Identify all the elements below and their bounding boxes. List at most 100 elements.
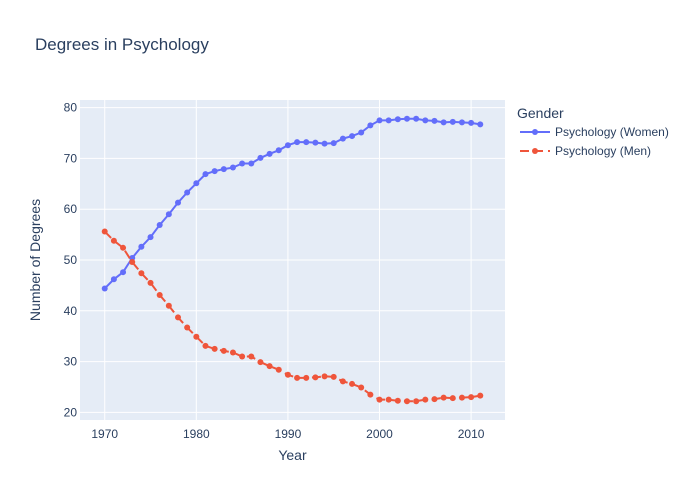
data-point xyxy=(229,164,236,171)
x-axis-title: Year xyxy=(278,447,307,463)
data-point xyxy=(385,396,392,403)
data-point xyxy=(358,129,365,136)
data-point xyxy=(184,189,191,196)
data-point xyxy=(303,139,310,146)
data-point xyxy=(413,398,420,405)
data-point xyxy=(220,347,227,354)
y-tick-label: 20 xyxy=(64,405,78,419)
data-point xyxy=(294,139,301,146)
x-tick-label: 2010 xyxy=(458,427,485,441)
data-point xyxy=(403,115,410,122)
legend-marker-swatch xyxy=(532,129,538,135)
data-point xyxy=(440,119,447,126)
data-point xyxy=(339,135,346,142)
data-point xyxy=(193,333,200,340)
data-point xyxy=(321,140,328,147)
data-point xyxy=(458,119,465,126)
data-point xyxy=(165,211,172,218)
data-point xyxy=(129,259,136,266)
data-point xyxy=(303,374,310,381)
legend-item: Psychology (Men) xyxy=(520,144,651,158)
data-point xyxy=(165,302,172,309)
data-point xyxy=(468,119,475,126)
y-tick-label: 70 xyxy=(64,151,78,165)
data-point xyxy=(349,133,356,140)
data-point xyxy=(431,396,438,403)
data-point xyxy=(431,117,438,124)
data-point xyxy=(147,279,154,286)
data-point xyxy=(312,374,319,381)
data-point xyxy=(358,384,365,391)
data-point xyxy=(266,363,273,370)
data-point xyxy=(422,396,429,403)
data-point xyxy=(156,292,163,299)
data-point xyxy=(275,366,282,373)
data-point xyxy=(449,118,456,125)
series-psychology-men xyxy=(101,228,484,405)
data-point xyxy=(120,244,127,251)
data-point xyxy=(211,168,218,175)
data-point xyxy=(101,228,108,235)
y-tick-label: 60 xyxy=(64,202,78,216)
gridlines xyxy=(80,100,505,420)
data-point xyxy=(449,395,456,402)
data-point xyxy=(330,140,337,147)
y-axis-ticks: 20 30 40 50 60 70 80 xyxy=(64,101,78,420)
data-point xyxy=(413,115,420,122)
data-point xyxy=(394,116,401,123)
chart-title: Degrees in Psychology xyxy=(35,35,209,54)
data-point xyxy=(403,398,410,405)
data-point xyxy=(349,380,356,387)
data-point xyxy=(138,270,145,277)
legend-marker-swatch xyxy=(532,148,538,154)
data-point xyxy=(239,160,246,167)
legend: Gender Psychology (Women) Psychology (Men… xyxy=(517,105,669,158)
data-point xyxy=(101,285,108,292)
data-point xyxy=(211,345,218,352)
data-point xyxy=(458,394,465,401)
data-point xyxy=(266,150,273,157)
data-point xyxy=(248,160,255,167)
data-point xyxy=(193,180,200,187)
data-point xyxy=(202,171,209,178)
data-point xyxy=(294,374,301,381)
data-point xyxy=(440,394,447,401)
y-axis-title: Number of Degrees xyxy=(27,199,43,321)
data-point xyxy=(175,314,182,321)
data-point xyxy=(321,373,328,380)
data-point xyxy=(110,237,117,244)
data-point xyxy=(275,147,282,154)
data-point xyxy=(339,378,346,385)
data-point xyxy=(284,142,291,149)
data-point xyxy=(367,122,374,129)
data-point xyxy=(138,243,145,250)
data-point xyxy=(312,139,319,146)
series-psychology-women xyxy=(101,115,484,292)
data-point xyxy=(110,276,117,283)
data-point xyxy=(385,117,392,124)
data-point xyxy=(376,396,383,403)
legend-label: Psychology (Men) xyxy=(555,144,651,158)
y-tick-label: 50 xyxy=(64,253,78,267)
data-point xyxy=(422,117,429,124)
data-point xyxy=(257,359,264,366)
data-point xyxy=(248,353,255,360)
y-tick-label: 40 xyxy=(64,304,78,318)
legend-item: Psychology (Women) xyxy=(520,125,669,139)
data-point xyxy=(477,392,484,399)
data-point xyxy=(229,349,236,356)
data-point xyxy=(184,324,191,331)
x-tick-label: 1990 xyxy=(275,427,302,441)
series-layer xyxy=(101,115,484,405)
x-tick-label: 2000 xyxy=(366,427,393,441)
legend-title: Gender xyxy=(517,105,564,121)
data-point xyxy=(477,121,484,128)
data-point xyxy=(257,154,264,161)
data-point xyxy=(175,199,182,206)
x-tick-label: 1980 xyxy=(183,427,210,441)
data-point xyxy=(394,397,401,404)
data-point xyxy=(330,373,337,380)
data-point xyxy=(468,394,475,401)
data-point xyxy=(156,221,163,228)
